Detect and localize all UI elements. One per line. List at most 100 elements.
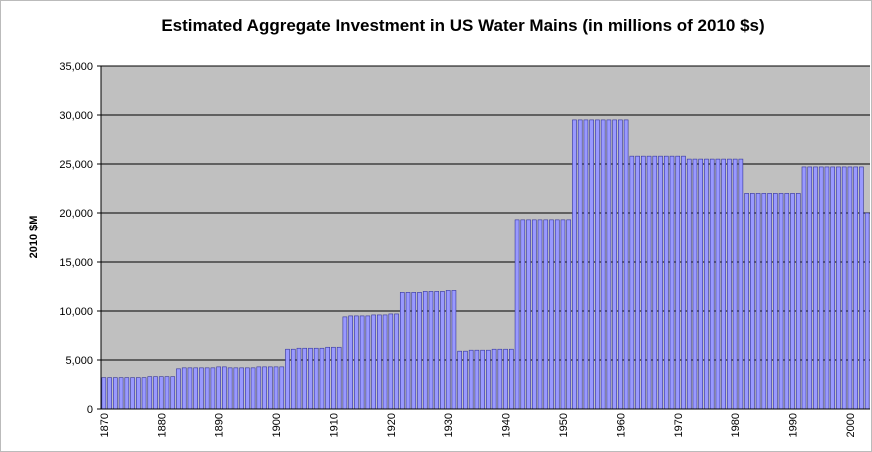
bar bbox=[618, 119, 623, 410]
bar bbox=[181, 367, 187, 410]
bar bbox=[382, 314, 388, 410]
bar bbox=[635, 155, 640, 410]
x-tick-label: 1880 bbox=[156, 413, 168, 437]
bar bbox=[463, 350, 468, 410]
bar bbox=[290, 348, 296, 410]
bar bbox=[336, 346, 342, 410]
bar bbox=[222, 366, 227, 410]
bar bbox=[589, 119, 594, 410]
bar bbox=[486, 349, 491, 410]
bar bbox=[210, 367, 216, 410]
y-axis-label: 2010 $M bbox=[28, 216, 40, 259]
bar bbox=[113, 377, 118, 410]
bar bbox=[692, 158, 698, 410]
bar bbox=[784, 193, 790, 410]
bar bbox=[164, 376, 170, 410]
bar bbox=[566, 219, 572, 410]
bar bbox=[245, 367, 250, 410]
bar bbox=[170, 376, 176, 410]
bar bbox=[267, 366, 273, 410]
y-tick-label: 30,000 bbox=[59, 110, 93, 122]
bar bbox=[778, 193, 784, 410]
x-tick-label: 1900 bbox=[271, 413, 283, 437]
bar bbox=[394, 313, 399, 410]
bar bbox=[285, 348, 290, 410]
x-tick-label: 1990 bbox=[788, 413, 800, 437]
bar bbox=[709, 158, 715, 410]
bar bbox=[135, 377, 141, 410]
y-tick-label: 0 bbox=[87, 404, 93, 416]
bar bbox=[641, 155, 646, 410]
bar bbox=[101, 377, 107, 410]
bar bbox=[738, 158, 744, 410]
bar bbox=[520, 219, 526, 410]
bar bbox=[124, 377, 130, 410]
bar bbox=[732, 158, 738, 410]
x-tick-label: 2000 bbox=[845, 413, 857, 437]
bar bbox=[514, 219, 520, 410]
bar bbox=[537, 219, 543, 410]
bar bbox=[572, 119, 577, 410]
y-tick-label: 20,000 bbox=[59, 208, 93, 220]
bar bbox=[250, 367, 256, 410]
bar bbox=[233, 367, 239, 410]
x-tick-label: 1960 bbox=[615, 413, 627, 437]
x-tick-label: 1980 bbox=[730, 413, 742, 437]
bar bbox=[411, 292, 417, 410]
bar bbox=[153, 376, 158, 410]
bar bbox=[606, 119, 612, 410]
bar bbox=[583, 119, 589, 410]
bar bbox=[359, 315, 365, 410]
x-tick-label: 1940 bbox=[501, 413, 513, 437]
bar bbox=[836, 166, 841, 410]
bar bbox=[296, 347, 302, 410]
bar bbox=[239, 367, 244, 410]
bar bbox=[646, 155, 652, 410]
bar bbox=[474, 349, 480, 410]
bar bbox=[577, 119, 583, 410]
bar bbox=[715, 158, 721, 410]
bar bbox=[371, 314, 376, 410]
bar bbox=[767, 193, 772, 410]
bar bbox=[331, 346, 336, 410]
bar bbox=[669, 155, 675, 410]
bar bbox=[388, 313, 394, 410]
bar bbox=[721, 158, 726, 410]
bar bbox=[503, 348, 508, 410]
bar bbox=[755, 193, 761, 410]
bar bbox=[313, 347, 319, 410]
x-tick-label: 1970 bbox=[673, 413, 685, 437]
bar bbox=[365, 315, 371, 410]
bar bbox=[342, 316, 348, 410]
bar bbox=[830, 166, 836, 410]
bar bbox=[457, 350, 462, 410]
bar bbox=[451, 290, 457, 410]
x-tick-label: 1930 bbox=[443, 413, 455, 437]
y-tick-label: 10,000 bbox=[59, 306, 93, 318]
bar bbox=[801, 166, 807, 410]
y-tick-label: 25,000 bbox=[59, 159, 93, 171]
bar bbox=[595, 119, 600, 410]
bar bbox=[629, 155, 635, 410]
bar bbox=[308, 347, 313, 410]
bar bbox=[744, 193, 749, 410]
bar bbox=[813, 166, 818, 410]
bar bbox=[422, 291, 428, 410]
chart-title: Estimated Aggregate Investment in US Wat… bbox=[161, 16, 764, 35]
bar bbox=[509, 348, 514, 410]
bar bbox=[325, 346, 330, 410]
bar bbox=[176, 368, 181, 410]
bar bbox=[147, 376, 153, 410]
bar bbox=[531, 219, 537, 410]
x-tick-label: 1890 bbox=[214, 413, 226, 437]
bar bbox=[727, 158, 732, 410]
bar bbox=[279, 366, 285, 410]
bar bbox=[107, 377, 112, 410]
bar bbox=[417, 292, 422, 410]
bar bbox=[847, 166, 853, 410]
bar bbox=[543, 219, 549, 410]
bar bbox=[560, 219, 566, 410]
bar bbox=[187, 367, 193, 410]
bar bbox=[704, 158, 709, 410]
